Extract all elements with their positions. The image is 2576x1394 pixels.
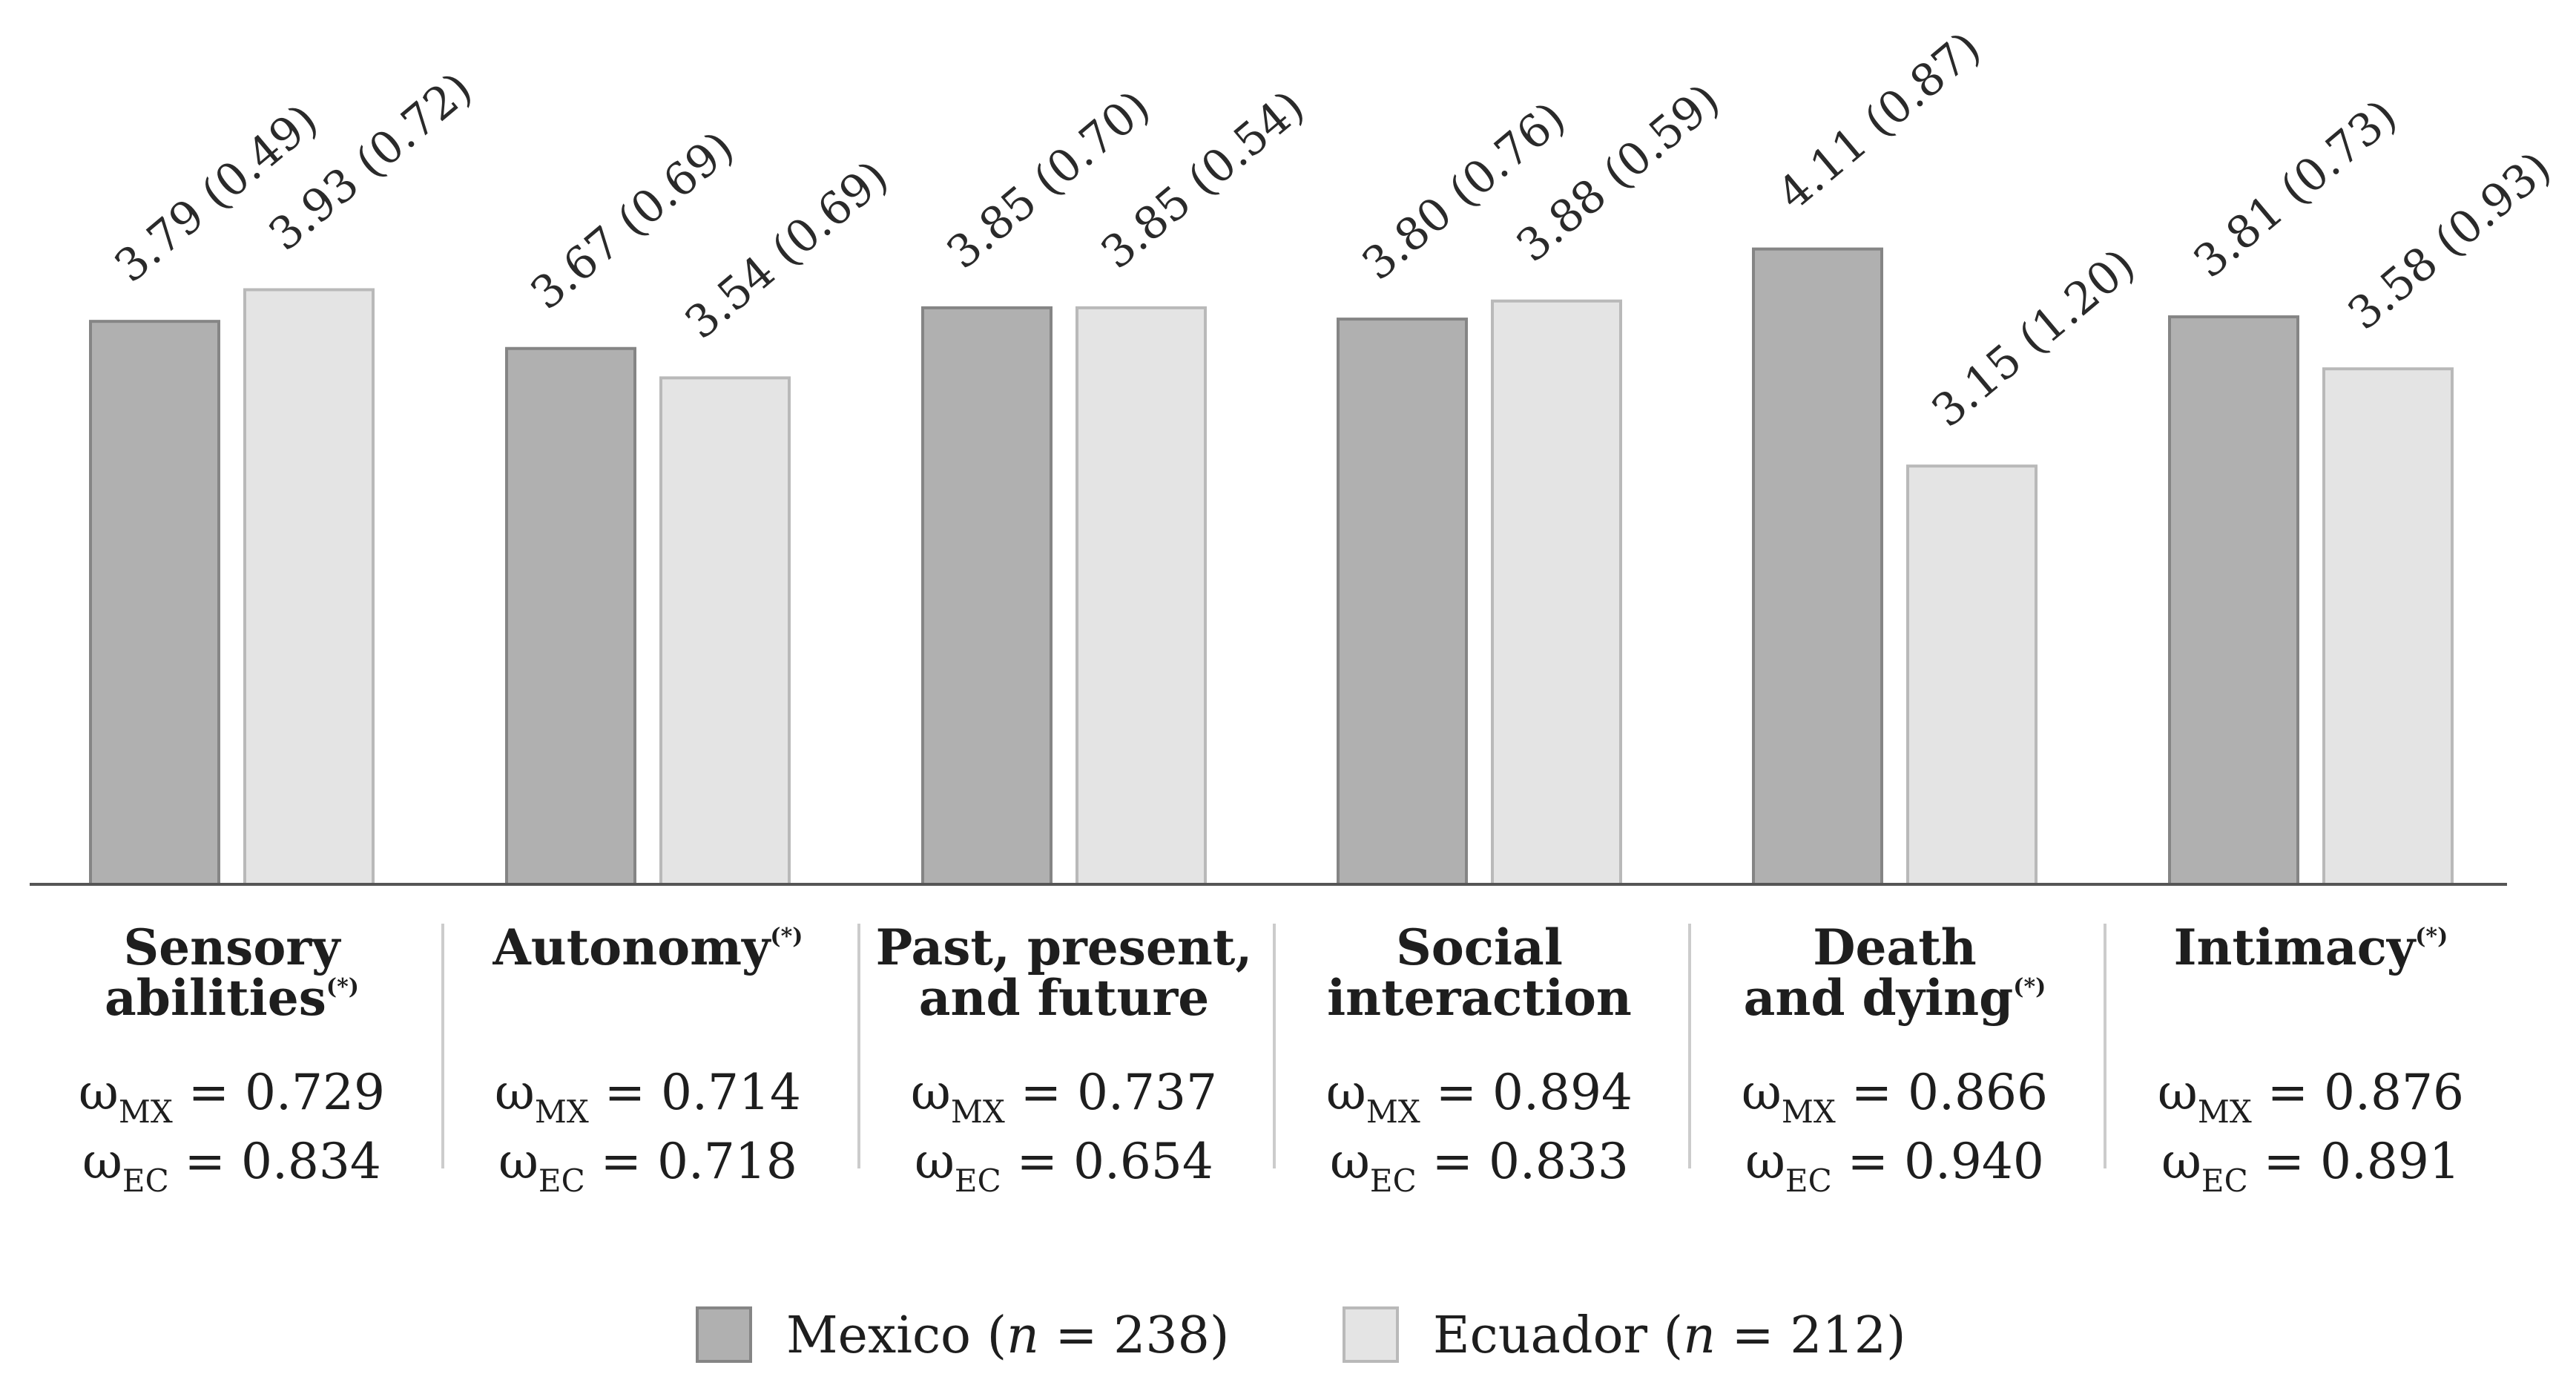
bar-mexico-intimacy	[2168, 315, 2299, 886]
bar-mexico-death-and-dying	[1752, 247, 1883, 886]
bar-ecuador-social-interaction	[1491, 299, 1622, 886]
category-label-death-and-dying-line-2: and dying(*)	[1744, 969, 2046, 1027]
omega-mx-death-and-dying: ωMX = 0.866	[1742, 1064, 2048, 1130]
bars-layer	[89, 247, 2454, 887]
bar-ecuador-autonomy	[659, 376, 791, 886]
category-dividers	[441, 924, 2106, 1168]
value-label-ecuador-intimacy: 3.58 (0.93)	[2339, 142, 2561, 341]
bar-mexico-autonomy	[505, 346, 636, 886]
omega-mx-intimacy: ωMX = 0.876	[2158, 1064, 2464, 1130]
category-label-intimacy-line-1: Intimacy(*)	[2174, 918, 2448, 976]
legend-swatch-ecuador	[1343, 1306, 1399, 1363]
category-label-death-and-dying-line-1: Death	[1813, 918, 1976, 976]
category-label-autonomy-line-1: Autonomy(*)	[493, 918, 803, 976]
omega-ec-social-interaction: ωEC = 0.833	[1330, 1133, 1629, 1199]
omega-ec-sensory-abilities: ωEC = 0.834	[82, 1133, 381, 1199]
bar-ecuador-intimacy	[2322, 367, 2454, 887]
omega-mx-social-interaction: ωMX = 0.894	[1326, 1064, 1633, 1130]
bar-mexico-past-present-and-future	[921, 306, 1053, 887]
omega-ec-death-and-dying: ωEC = 0.940	[1745, 1133, 2044, 1199]
legend: Mexico (n = 238) Ecuador (n = 212)	[696, 1306, 1906, 1365]
bar-ecuador-past-present-and-future	[1075, 306, 1207, 887]
omega-ec-autonomy: ωEC = 0.718	[498, 1133, 797, 1199]
omega-mx-past-present-and-future: ωMX = 0.737	[911, 1064, 1217, 1130]
bar-mexico-social-interaction	[1337, 318, 1468, 887]
category-label-past-present-and-future-line-1: Past, present,	[876, 918, 1253, 976]
bar-ecuador-death-and-dying	[1906, 464, 2038, 886]
legend-swatch-mexico	[696, 1306, 752, 1363]
category-label-social-interaction-line-2: interaction	[1327, 969, 1632, 1027]
category-label-social-interaction-line-1: Social	[1396, 918, 1563, 976]
omega-ec-past-present-and-future: ωEC = 0.654	[915, 1133, 1213, 1199]
legend-label-ecuador: Ecuador (n = 212)	[1433, 1306, 1906, 1365]
category-label-past-present-and-future-line-2: and future	[919, 969, 1210, 1027]
value-label-mexico-intimacy: 3.81 (0.73)	[2184, 90, 2407, 289]
omega-ec-intimacy: ωEC = 0.891	[2161, 1133, 2460, 1199]
omega-mx-autonomy: ωMX = 0.714	[495, 1064, 801, 1130]
category-label-sensory-abilities-line-2: abilities(*)	[105, 969, 359, 1027]
bar-ecuador-sensory-abilities	[243, 288, 375, 886]
category-label-sensory-abilities-line-1: Sensory	[124, 918, 342, 976]
value-label-mexico-death-and-dying: 4.11 (0.87)	[1768, 22, 1991, 220]
legend-label-mexico: Mexico (n = 238)	[786, 1306, 1229, 1365]
omega-mx-sensory-abilities: ωMX = 0.729	[79, 1064, 385, 1130]
value-label-ecuador-death-and-dying: 3.15 (1.20)	[1923, 239, 2145, 438]
bar-mexico-sensory-abilities	[89, 320, 220, 886]
